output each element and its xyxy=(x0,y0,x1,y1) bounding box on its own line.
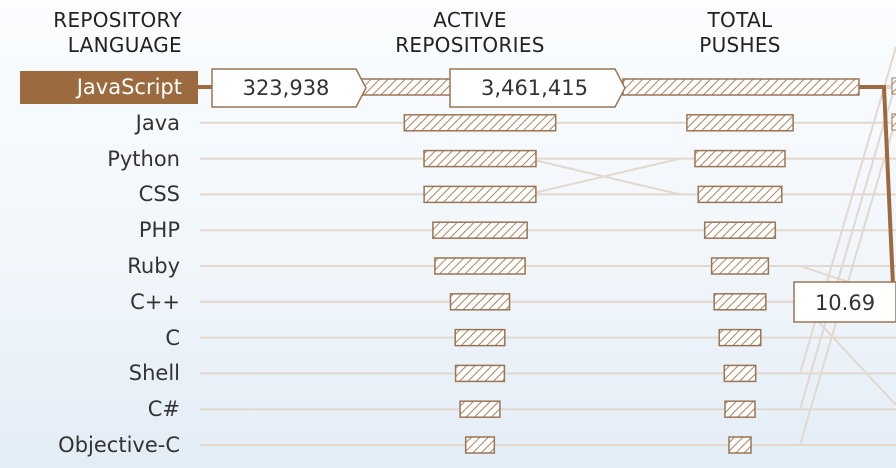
language-label-ruby[interactable]: Ruby xyxy=(127,254,180,278)
pushes-bar xyxy=(724,400,756,418)
pushes-bar xyxy=(710,257,770,275)
header-language: REPOSITORY LANGUAGE xyxy=(53,8,182,57)
header-active-repositories: ACTIVE REPOSITORIES xyxy=(395,8,545,57)
offscreen-bar-stub xyxy=(891,113,896,131)
language-label-c-[interactable]: C++ xyxy=(130,289,180,314)
pushes-callout-text: 3,461,415 xyxy=(481,76,588,100)
total-pushes-bars xyxy=(622,78,860,454)
language-label-objective-c[interactable]: Objective-C xyxy=(58,433,180,457)
active-bar xyxy=(464,436,496,454)
active-bar xyxy=(423,185,537,204)
selected-callouts: 323,938 3,461,415 10.69 xyxy=(211,68,896,323)
active-bar xyxy=(403,114,557,132)
active-bar xyxy=(454,364,506,383)
language-label-javascript[interactable]: JavaScript xyxy=(20,70,198,104)
language-label-shell[interactable]: Shell xyxy=(128,361,180,386)
active-callout-text: 323,938 xyxy=(243,76,330,100)
language-label-java[interactable]: Java xyxy=(135,110,180,135)
active-bar xyxy=(449,293,511,311)
active-bar xyxy=(432,221,528,239)
active-bar xyxy=(454,328,506,347)
active-bar xyxy=(459,400,501,418)
active-repositories-bars xyxy=(359,78,557,454)
pushes-bar xyxy=(686,114,794,132)
fan-link xyxy=(799,82,896,410)
language-label-c[interactable]: C xyxy=(165,325,180,350)
rank-cross-link xyxy=(527,157,681,196)
fan-link xyxy=(799,46,896,374)
active-callout-box xyxy=(211,68,367,108)
language-label-php[interactable]: PHP xyxy=(138,218,180,243)
pushes-bar xyxy=(723,364,757,383)
active-bar xyxy=(423,149,537,168)
pushes-bar xyxy=(697,185,783,204)
active-bar xyxy=(359,78,457,96)
pushes-callout-box xyxy=(449,68,626,108)
language-label-c-[interactable]: C# xyxy=(147,397,180,422)
language-label-css[interactable]: CSS xyxy=(138,182,180,207)
active-bar xyxy=(434,257,526,275)
pushes-bar xyxy=(694,149,786,168)
selected-link-end xyxy=(858,85,895,286)
offscreen-bar-stub xyxy=(891,77,896,95)
pushes-bar xyxy=(728,436,752,454)
pushes-bar xyxy=(713,293,767,311)
pushes-bar xyxy=(622,78,860,96)
pushes-bar xyxy=(718,328,762,347)
ratio-box xyxy=(793,281,896,323)
language-label-python[interactable]: Python xyxy=(107,146,180,171)
header-total-pushes: TOTAL PUSHES xyxy=(699,8,781,57)
ratio-text: 10.69 xyxy=(815,291,875,315)
pushes-bar xyxy=(703,221,777,239)
